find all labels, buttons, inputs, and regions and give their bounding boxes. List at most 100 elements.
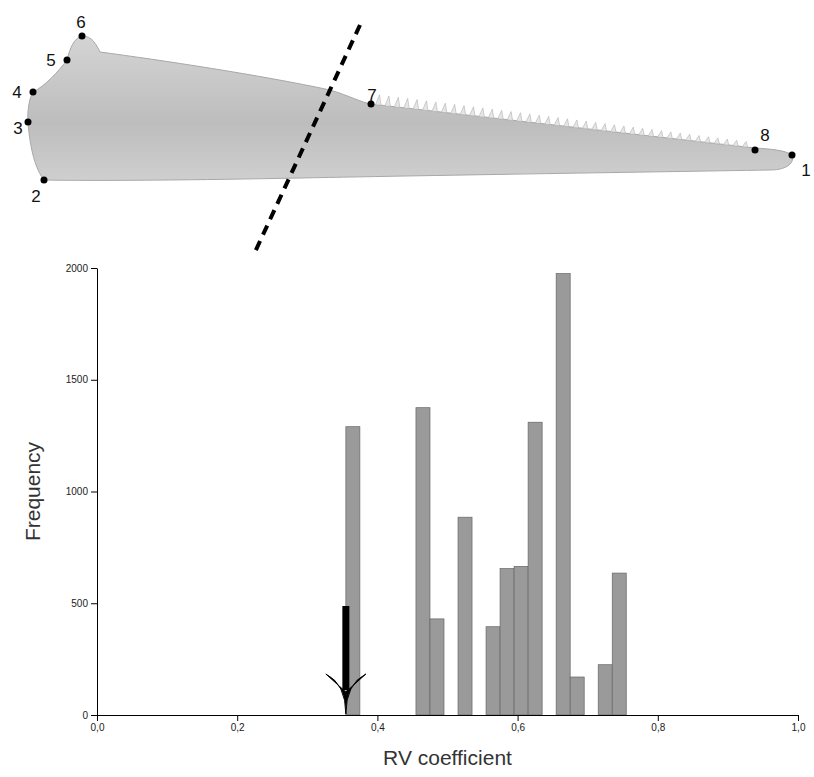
x-tick: 0,6 xyxy=(511,715,525,733)
y-tick: 0 xyxy=(82,710,97,721)
tooth xyxy=(507,112,512,121)
observed-arrow xyxy=(326,606,366,714)
tooth xyxy=(582,121,588,129)
y-tick: 2000 xyxy=(66,263,97,274)
x-tick: 0,0 xyxy=(91,715,105,733)
landmark-label: 1 xyxy=(801,161,810,180)
landmark-dot xyxy=(79,33,86,40)
tooth xyxy=(714,138,720,144)
tooth xyxy=(639,128,645,135)
tooth xyxy=(629,127,635,134)
x-tick-label: 0,2 xyxy=(231,722,245,733)
bar xyxy=(486,627,500,715)
tooth xyxy=(723,139,729,145)
tooth xyxy=(432,102,438,112)
bars xyxy=(346,274,626,715)
bar xyxy=(388,715,402,716)
tooth xyxy=(517,113,523,122)
x-tick-label: 0,0 xyxy=(91,722,105,733)
tooth xyxy=(695,136,701,142)
bar xyxy=(472,715,486,716)
bar xyxy=(360,715,374,716)
y-tick-mark xyxy=(91,268,97,269)
y-tick: 1000 xyxy=(66,486,97,497)
tooth xyxy=(686,134,692,141)
tooth xyxy=(667,132,673,139)
x-tick-mark xyxy=(377,715,378,721)
y-tick-mark xyxy=(91,715,97,716)
y-tick-label: 1000 xyxy=(66,486,89,497)
arrow-head xyxy=(326,674,366,714)
tooth xyxy=(441,103,447,113)
bar xyxy=(556,274,570,715)
y-tick: 500 xyxy=(71,598,97,609)
bar xyxy=(570,677,584,715)
tooth xyxy=(573,120,579,128)
x-tick: 1,0 xyxy=(792,715,806,733)
x-tick: 0,4 xyxy=(371,715,385,733)
landmark-dot xyxy=(25,119,32,126)
arrow-shaft xyxy=(342,606,349,690)
bar xyxy=(584,715,598,716)
x-tick-label: 0,4 xyxy=(371,722,385,733)
tooth xyxy=(611,125,617,133)
tooth xyxy=(705,137,711,143)
tooth xyxy=(535,115,541,123)
tooth xyxy=(498,110,504,119)
landmark-dot xyxy=(41,177,48,184)
teeth xyxy=(376,95,748,148)
landmark-label: 8 xyxy=(760,126,769,145)
landmark-dot xyxy=(64,57,71,64)
tooth xyxy=(479,108,485,117)
landmark-dot xyxy=(752,147,759,154)
x-axis-line xyxy=(98,715,799,716)
tooth xyxy=(742,141,748,147)
x-tick-mark xyxy=(658,715,659,721)
x-tick: 0,2 xyxy=(231,715,245,733)
y-axis: 0 500 1000 1500 2000 xyxy=(66,263,98,721)
tooth xyxy=(470,107,476,116)
tooth xyxy=(488,109,494,118)
tooth xyxy=(601,124,607,132)
bar xyxy=(444,715,458,716)
tooth xyxy=(648,130,654,137)
x-tick-label: 0,6 xyxy=(511,722,525,733)
bar xyxy=(402,715,416,716)
tooth xyxy=(658,131,664,138)
x-tick-mark xyxy=(97,715,98,721)
tooth xyxy=(620,126,626,133)
y-tick-mark xyxy=(91,603,97,604)
landmark-label: 2 xyxy=(31,187,40,206)
tooth xyxy=(733,140,739,146)
tooth xyxy=(404,98,410,108)
x-tick-label: 1,0 xyxy=(792,722,806,733)
bar xyxy=(500,569,514,715)
tooth xyxy=(385,96,391,106)
y-tick-mark xyxy=(91,380,97,381)
bar xyxy=(416,408,430,715)
tooth xyxy=(554,118,560,126)
bar xyxy=(430,619,444,715)
tooth xyxy=(545,116,551,124)
tooth xyxy=(460,106,466,115)
y-axis-line xyxy=(97,269,98,716)
landmark-label: 7 xyxy=(367,86,376,105)
tooth xyxy=(592,122,598,130)
y-tick-label: 1500 xyxy=(66,374,89,385)
x-axis: 0,0 0,2 0,4 0,6 0,8 1,0 xyxy=(91,715,806,733)
x-tick-label: 0,8 xyxy=(651,722,665,733)
tooth xyxy=(451,104,457,114)
bar xyxy=(374,715,388,716)
y-tick-label: 2000 xyxy=(66,263,89,274)
landmark-label: 6 xyxy=(76,13,85,32)
y-axis-title: Frequency xyxy=(21,441,44,541)
bar xyxy=(612,573,626,715)
landmark-label: 4 xyxy=(12,83,21,102)
bar xyxy=(528,422,542,715)
tooth xyxy=(394,97,400,107)
bar xyxy=(598,665,612,715)
y-tick-label: 500 xyxy=(71,598,88,609)
tooth xyxy=(413,100,419,110)
bar xyxy=(458,517,472,715)
landmark-label: 5 xyxy=(46,51,55,70)
